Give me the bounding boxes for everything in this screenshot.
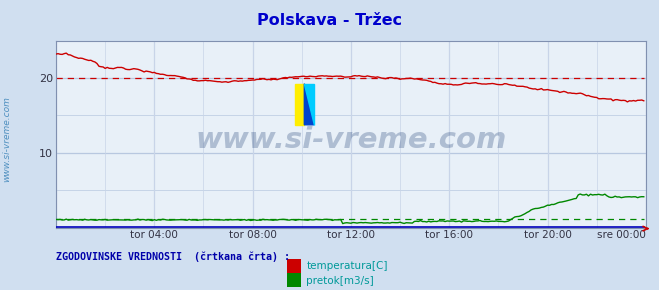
Polygon shape <box>304 84 314 125</box>
Text: www.si-vreme.com: www.si-vreme.com <box>195 126 507 154</box>
Polygon shape <box>304 84 314 125</box>
Text: pretok[m3/s]: pretok[m3/s] <box>306 276 374 286</box>
Bar <box>295 84 304 125</box>
Text: temperatura[C]: temperatura[C] <box>306 261 388 271</box>
Text: www.si-vreme.com: www.si-vreme.com <box>2 96 11 182</box>
Text: Polskava - Tržec: Polskava - Tržec <box>257 13 402 28</box>
Text: ZGODOVINSKE VREDNOSTI  (črtkana črta) :: ZGODOVINSKE VREDNOSTI (črtkana črta) : <box>56 251 290 262</box>
